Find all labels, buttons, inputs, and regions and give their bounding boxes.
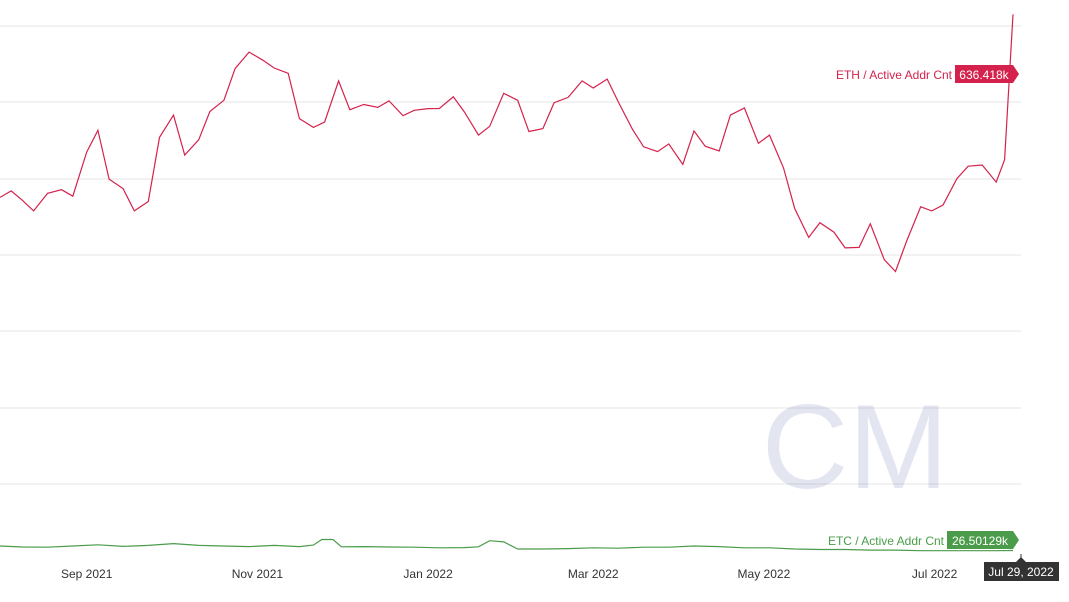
x-tick-label: Jul 2022 bbox=[912, 567, 958, 581]
etc-series-end-label: ETC / Active Addr Cnt 26.50129k bbox=[828, 531, 1019, 549]
x-tick-label: May 2022 bbox=[738, 567, 791, 581]
etc-value-label: 26.50129k bbox=[952, 534, 1009, 548]
eth-series-name: ETH / Active Addr Cnt bbox=[836, 68, 953, 82]
x-tick-label: Nov 2021 bbox=[232, 567, 284, 581]
x-tick-label: Mar 2022 bbox=[568, 567, 619, 581]
x-tick-label: Sep 2021 bbox=[61, 567, 113, 581]
etc-series-line bbox=[0, 538, 1014, 552]
cursor-date-label: Jul 29, 2022 bbox=[984, 554, 1059, 581]
watermark-logo: CM bbox=[762, 380, 949, 514]
x-axis: Sep 2021 Nov 2021 Jan 2022 Mar 2022 May 2022… bbox=[61, 567, 958, 581]
x-tick-label: Jan 2022 bbox=[403, 567, 453, 581]
cursor-date-text: Jul 29, 2022 bbox=[988, 565, 1054, 579]
cursor-date-badge bbox=[984, 557, 1059, 581]
grid bbox=[0, 25, 1021, 485]
eth-value-label: 636.418k bbox=[959, 68, 1009, 82]
eth-series-end-label: ETH / Active Addr Cnt 636.418k bbox=[836, 65, 1019, 83]
eth-value-badge bbox=[955, 65, 1019, 83]
watermark-text: CM bbox=[762, 380, 949, 514]
eth-series-line bbox=[0, 14, 1014, 273]
etc-value-badge bbox=[947, 531, 1019, 549]
etc-series-name: ETC / Active Addr Cnt bbox=[828, 534, 945, 548]
